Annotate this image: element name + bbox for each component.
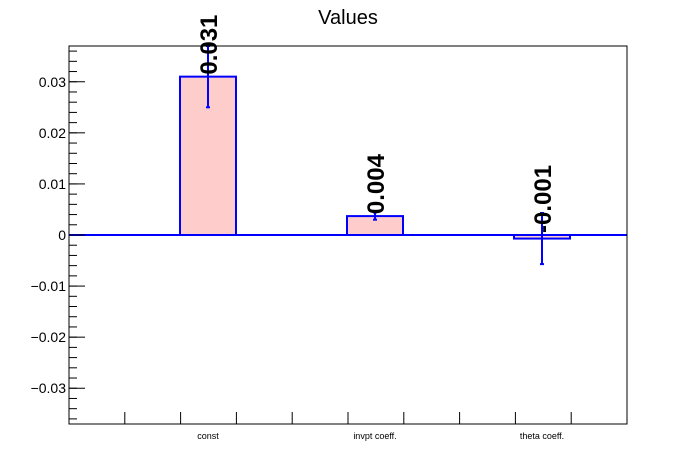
data-label: 0.031 [196, 15, 223, 75]
x-category-label: const [197, 431, 219, 441]
x-category-label: invpt coeff. [353, 431, 396, 441]
y-tick-label: 0 [58, 227, 66, 243]
y-tick-label: −0.03 [31, 380, 67, 396]
y-tick-label: −0.02 [31, 329, 67, 345]
y-tick-label: −0.01 [31, 278, 67, 294]
y-tick-label: 0.01 [39, 176, 66, 192]
data-label: 0.004 [363, 153, 390, 214]
x-axis: const invpt coeff. theta coeff. [124, 412, 572, 441]
data-label: -0.001 [530, 165, 557, 233]
x-category-label: theta coeff. [520, 431, 564, 441]
y-tick-label: 0.02 [39, 125, 66, 141]
data-labels-group: 0.031 0.004 -0.001 [196, 15, 557, 233]
y-axis: −0.03 −0.02 −0.01 0 0.01 0.02 0.03 [31, 50, 85, 420]
chart-title: Values [318, 7, 378, 29]
y-tick-label: 0.03 [39, 74, 66, 90]
